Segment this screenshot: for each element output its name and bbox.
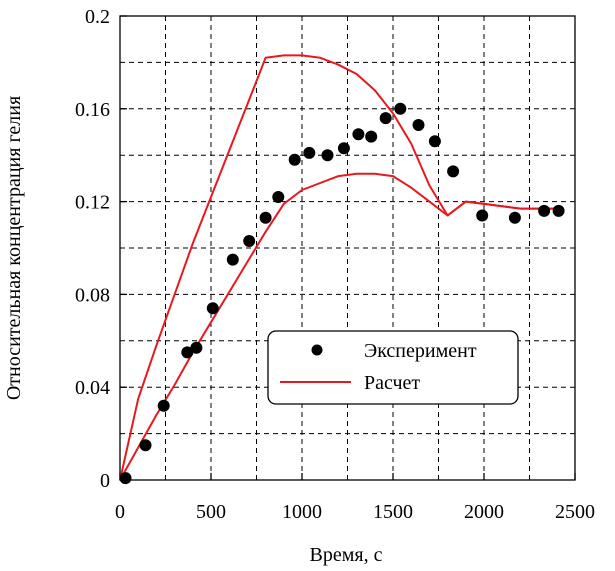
y-tick-label: 0.2	[85, 6, 110, 28]
data-point	[206, 302, 219, 315]
tick-labels: 0 500 1000 1500 2000 2500 0 0.04 0.08 0.12 0.16 0.2	[75, 6, 595, 523]
series-points	[119, 102, 565, 485]
legend-marker-experiment	[311, 344, 323, 356]
y-tick-label: 0.16	[75, 99, 110, 121]
y-axis-title: Относительная концентрация гелия	[3, 96, 25, 400]
data-point	[352, 128, 365, 141]
data-point	[119, 472, 132, 485]
x-tick-label: 0	[115, 501, 125, 523]
grid	[120, 16, 575, 480]
data-point	[412, 119, 425, 131]
data-point	[259, 211, 272, 224]
plot-frame	[119, 15, 576, 481]
x-tick-label: 2000	[464, 501, 504, 523]
data-point	[243, 235, 256, 247]
x-axis-title: Время, с	[310, 544, 383, 566]
legend-label-calculation: Расчет	[364, 372, 420, 394]
data-point	[447, 165, 460, 178]
data-point	[303, 146, 316, 159]
data-point	[288, 153, 301, 166]
data-point	[321, 149, 334, 162]
y-tick-label: 0.08	[75, 284, 110, 306]
data-point	[139, 439, 152, 452]
x-tick-label: 2500	[555, 501, 595, 523]
legend: Эксперимент Расчет	[267, 330, 519, 405]
data-point	[190, 341, 203, 354]
data-point	[181, 346, 194, 359]
y-tick-label: 0	[100, 470, 110, 492]
data-point	[379, 112, 392, 125]
series-line-1	[119, 54, 557, 481]
data-point	[272, 191, 285, 203]
legend-box	[267, 330, 519, 405]
data-point	[476, 209, 489, 222]
series-lines	[119, 54, 557, 481]
data-point	[337, 142, 350, 155]
data-point	[365, 130, 378, 143]
y-tick-label: 0.12	[75, 192, 110, 214]
plot-border	[119, 15, 576, 481]
data-point	[508, 211, 521, 224]
x-tick-label: 500	[196, 501, 226, 523]
data-point	[552, 204, 565, 217]
data-point	[226, 253, 239, 266]
legend-label-experiment: Эксперимент	[364, 340, 477, 362]
x-tick-label: 1500	[373, 501, 413, 523]
data-point	[428, 135, 441, 148]
data-point	[157, 399, 170, 412]
x-tick-label: 1000	[282, 501, 322, 523]
data-point	[538, 204, 551, 217]
y-tick-label: 0.04	[75, 377, 110, 399]
data-point	[394, 102, 407, 115]
